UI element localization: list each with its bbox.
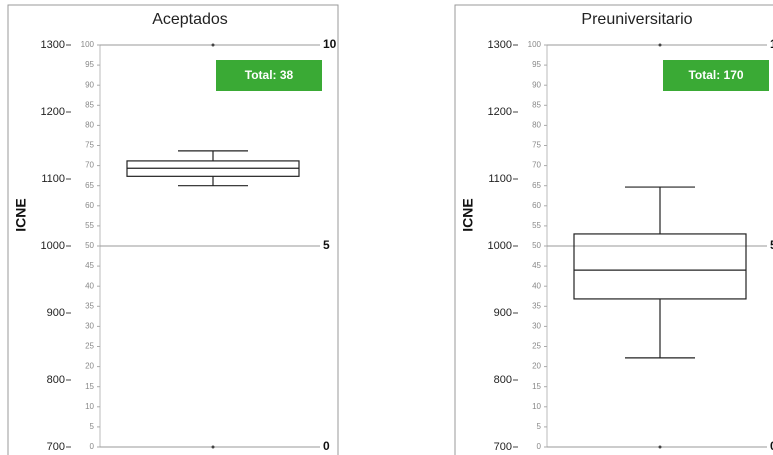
y2-tick-label: 20 [532,362,541,371]
annotation: Total: 38 [245,68,294,82]
y2-tick-label: 85 [532,100,541,109]
y2-tick-label: 60 [532,201,541,210]
y-axis-label: ICNE [13,198,29,231]
annotation-box [216,60,322,91]
y2-tick-label: 50 [85,241,94,250]
annotation: Total: 170 [688,68,743,82]
y3-tick-label: 5 [770,238,773,252]
y-tick-label: 700 [47,441,65,453]
y2-tick-label: 55 [85,221,94,230]
y-tick-label: 1100 [41,173,65,185]
y2-tick-label: 90 [85,80,94,89]
chart-title: Preuniversitario [581,11,692,28]
y2-tick-label: 95 [532,60,541,69]
y2-tick-label: 80 [532,121,541,130]
y-axis-label: ICNE [460,198,476,231]
y-tick-label: 900 [47,307,65,319]
y2-tick-label: 65 [532,181,541,190]
y2-tick-label: 0 [537,442,542,451]
y-tick-label: 1000 [488,240,512,252]
y2-tick-label: 60 [85,201,94,210]
chart-title: Aceptados [152,11,228,28]
y2-tick-label: 75 [85,141,94,150]
y-tick-label: 800 [47,374,65,386]
y-tick-label: 1200 [488,106,512,118]
y2-tick-label: 50 [532,241,541,250]
y2-tick-label: 65 [85,181,94,190]
y-tick-label: 900 [494,307,512,319]
y2-tick-label: 100 [81,40,95,49]
bottom-dot [211,445,215,449]
y2-tick-label: 85 [85,100,94,109]
y2-tick-label: 10 [532,402,541,411]
y2-tick-label: 25 [85,342,94,351]
y2-tick-label: 95 [85,60,94,69]
y2-tick-label: 100 [528,40,542,49]
y-tick-label: 1300 [41,39,65,51]
y3-tick-label: 10 [323,37,337,51]
box [573,233,747,300]
y2-tick-label: 15 [532,382,541,391]
y2-tick-label: 15 [85,382,94,391]
panel-frame [454,4,773,455]
y2-tick-label: 30 [85,322,94,331]
y2-tick-label: 70 [532,161,541,170]
y2-tick-label: 0 [90,442,95,451]
y2-tick-label: 80 [85,121,94,130]
y2-tick-label: 40 [532,281,541,290]
y2-tick-label: 55 [532,221,541,230]
y2-tick-label: 90 [532,80,541,89]
y3-tick-label: 5 [323,238,330,252]
annotation-box [663,60,769,91]
top-dot [658,43,662,47]
y3-tick-label: 0 [323,439,330,453]
y2-tick-label: 35 [532,301,541,310]
y2-tick-label: 75 [532,141,541,150]
y-tick-label: 1100 [488,173,512,185]
panel-frame [7,4,339,455]
y2-tick-label: 30 [532,322,541,331]
y2-tick-label: 5 [90,422,95,431]
y2-tick-label: 45 [532,261,541,270]
y-tick-label: 1000 [41,240,65,252]
y2-tick-label: 10 [85,402,94,411]
y-tick-label: 800 [494,374,512,386]
bottom-dot [658,445,662,449]
y2-tick-label: 40 [85,281,94,290]
y-tick-label: 1200 [41,106,65,118]
y3-tick-label: 10 [770,37,773,51]
y2-tick-label: 25 [532,342,541,351]
y3-tick-label: 0 [770,439,773,453]
y2-tick-label: 45 [85,261,94,270]
y2-tick-label: 35 [85,301,94,310]
top-dot [211,43,215,47]
y-tick-label: 700 [494,441,512,453]
y2-tick-label: 70 [85,161,94,170]
y2-tick-label: 20 [85,362,94,371]
y-tick-label: 1300 [488,39,512,51]
y2-tick-label: 5 [537,422,542,431]
